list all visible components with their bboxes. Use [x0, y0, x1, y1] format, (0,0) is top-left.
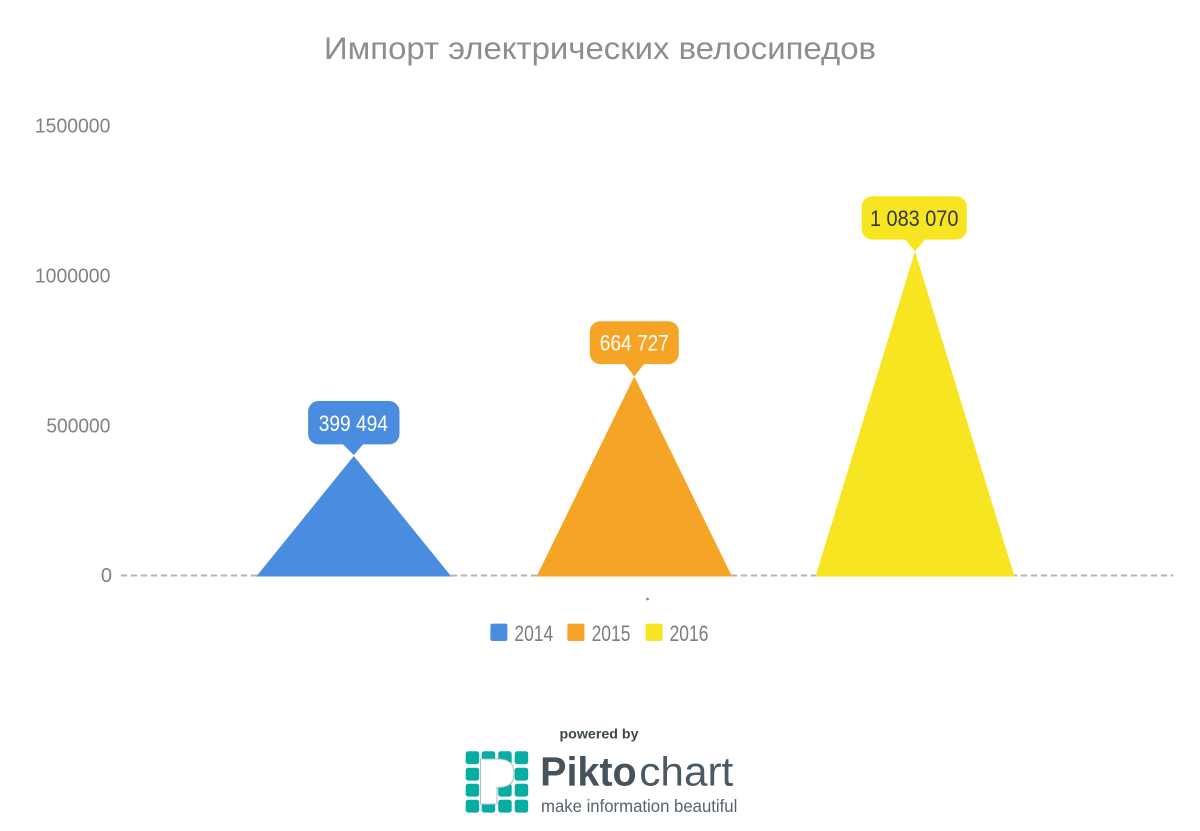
svg-text:chart: chart [639, 749, 734, 795]
svg-text:1500000: 1500000 [35, 116, 111, 138]
svg-text:make information beautiful: make information beautiful [541, 796, 737, 816]
svg-text:1 083 070: 1 083 070 [870, 206, 959, 231]
svg-text:powered by: powered by [560, 727, 640, 742]
svg-text:Импорт электрических велосипед: Импорт электрических велосипедов [324, 31, 876, 66]
svg-text:2014: 2014 [514, 621, 553, 646]
svg-text:Pikto: Pikto [540, 749, 637, 795]
svg-text:2015: 2015 [592, 621, 631, 646]
svg-text:664 727: 664 727 [600, 331, 669, 356]
svg-text:500000: 500000 [46, 416, 110, 438]
svg-text:2016: 2016 [670, 621, 709, 646]
svg-text:399 494: 399 494 [319, 411, 388, 436]
svg-text:0: 0 [101, 565, 112, 587]
svg-text:1000000: 1000000 [35, 266, 111, 288]
